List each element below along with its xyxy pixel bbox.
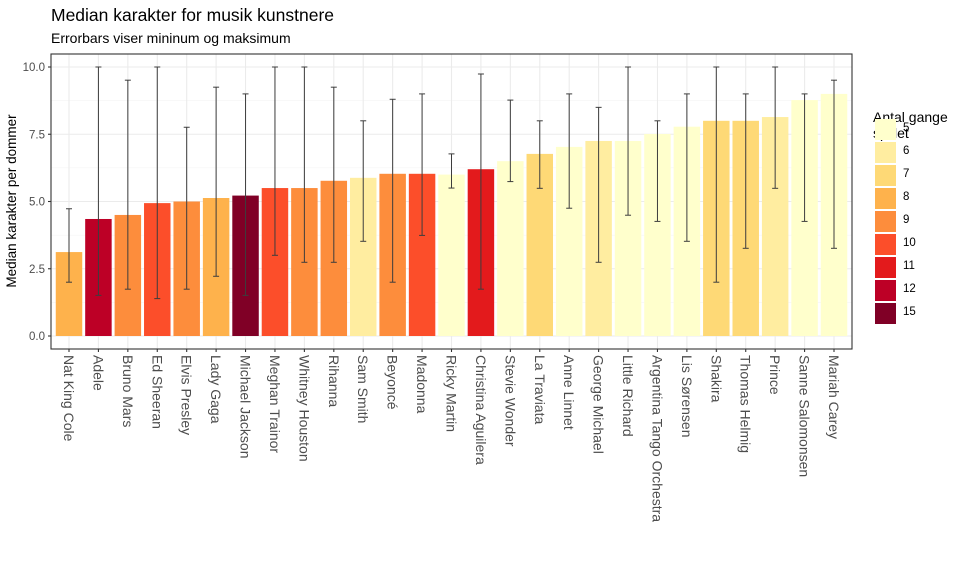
- x-tick-label: Lady Gaga: [208, 355, 224, 424]
- errorbar: [389, 98, 396, 283]
- errorbar: [625, 66, 632, 216]
- legend-item: 12: [875, 280, 955, 302]
- legend-label: 11: [903, 260, 915, 272]
- errorbar: [713, 66, 720, 283]
- errorbar: [801, 93, 808, 222]
- x-tick-label: Argentina Tango Orchestra: [649, 355, 665, 522]
- errorbar: [831, 79, 837, 249]
- errorbar: [536, 120, 543, 189]
- legend-item: 15: [875, 303, 955, 325]
- y-tick-label: 7.5: [29, 129, 45, 141]
- legend-item: 10: [875, 234, 955, 256]
- errorbar: [95, 66, 102, 296]
- x-tick-label: Sanne Salomonsen: [797, 355, 813, 477]
- x-tick-label: La Traviata: [532, 355, 548, 424]
- errorbar: [183, 126, 190, 290]
- errorbar: [271, 66, 278, 256]
- legend-swatch: [875, 142, 896, 163]
- errorbar: [772, 66, 779, 189]
- legend-label: 12: [903, 283, 916, 295]
- legend-swatch: [875, 211, 896, 232]
- x-tick-label: Rihanna: [326, 355, 342, 407]
- errorbar: [154, 66, 161, 300]
- legend-label: 10: [903, 237, 916, 249]
- y-tick-label: 10.0: [23, 62, 45, 74]
- x-tick-label: Prince: [767, 355, 783, 395]
- legend-swatch: [875, 280, 896, 301]
- errorbar: [330, 86, 337, 263]
- legend-item: 6: [875, 142, 955, 164]
- legend-swatch: [875, 165, 896, 186]
- legend-swatch: [875, 234, 896, 255]
- errorbar: [507, 99, 514, 183]
- x-tick-label: Ed Sheeran: [149, 355, 165, 429]
- y-tick-label: 2.5: [29, 264, 45, 276]
- x-tick-label: Michael Jackson: [238, 355, 254, 459]
- legend-label: 8: [903, 191, 910, 203]
- x-tick-label: Sam Smith: [355, 355, 371, 423]
- chart-subtitle: Errorbars viser mininum og maksimum: [51, 30, 291, 46]
- errorbar: [301, 66, 308, 263]
- x-tick-label: George Michael: [591, 355, 607, 454]
- x-tick-label: Stevie Wonder: [502, 355, 518, 447]
- legend-label: 6: [903, 145, 910, 157]
- legend-swatch: [875, 257, 896, 278]
- legend-item: 9: [875, 211, 955, 233]
- errorbar: [654, 120, 661, 222]
- errorbar: [683, 93, 690, 242]
- legend-label: 5: [903, 122, 910, 134]
- x-tick-label: Whitney Houston: [296, 355, 312, 462]
- x-tick-label: Mariah Carey: [826, 355, 842, 439]
- x-tick-label: Lis Sørensen: [679, 355, 695, 437]
- legend-item: 7: [875, 165, 955, 187]
- y-tick-label: 5.0: [29, 197, 45, 209]
- errorbar: [477, 73, 484, 290]
- errorbar: [419, 93, 426, 236]
- x-tick-label: Little Richard: [620, 355, 636, 437]
- legend-label: 9: [903, 214, 910, 226]
- y-tick-label: 0.0: [29, 331, 45, 343]
- x-tick-label: Madonna: [414, 355, 430, 414]
- x-tick-label: Nat King Cole: [61, 355, 77, 442]
- x-tick-label: Meghan Trainor: [267, 355, 283, 453]
- bar: [497, 161, 524, 336]
- errorbar: [360, 120, 367, 242]
- legend-item: 8: [875, 188, 955, 210]
- legend-item: 5: [875, 119, 955, 141]
- legend-item: 11: [875, 257, 955, 279]
- x-tick-label: Ricky Martin: [444, 355, 460, 432]
- errorbar: [213, 86, 220, 277]
- y-axis: 0.0 2.5 5.0 7.5 10.0: [23, 62, 51, 343]
- x-tick-label: Beyoncé: [385, 355, 401, 410]
- chart-title: Median karakter for musik kunstnere: [51, 5, 335, 25]
- x-tick-label: Thomas Helmig: [738, 355, 754, 453]
- y-axis-label: Median karakter per dommer: [4, 114, 19, 288]
- legend-label: 7: [903, 168, 910, 180]
- errorbar: [742, 93, 749, 249]
- x-tick-label: Christina Aguilera: [473, 355, 489, 465]
- legend-swatch: [875, 119, 896, 140]
- legend-swatch: [875, 188, 896, 209]
- errorbar: [242, 93, 249, 296]
- x-axis: Nat King Cole Adele Bruno Mars Ed Sheeran El…: [61, 349, 842, 522]
- errorbar: [595, 106, 602, 263]
- errorbar: [448, 153, 455, 189]
- errorbars-layer: [66, 66, 837, 300]
- x-tick-label: Bruno Mars: [120, 355, 136, 427]
- errorbar: [124, 79, 131, 290]
- x-tick-label: Shakira: [708, 355, 724, 403]
- errorbar: [66, 208, 72, 283]
- legend-swatch: [875, 303, 896, 324]
- legend-label: 15: [903, 306, 916, 318]
- x-tick-label: Adele: [90, 355, 106, 391]
- x-tick-label: Elvis Presley: [179, 355, 195, 435]
- bar: [438, 174, 465, 336]
- errorbar: [566, 93, 573, 209]
- x-tick-label: Anne Linnet: [561, 355, 577, 430]
